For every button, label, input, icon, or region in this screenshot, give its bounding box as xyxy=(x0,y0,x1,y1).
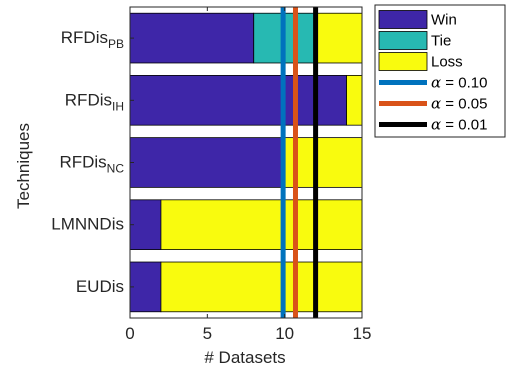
legend-label: Win xyxy=(431,12,457,29)
legend-label: Loss xyxy=(431,54,463,71)
reference-lines xyxy=(280,7,319,318)
legend: Win Tie Loss α = 0.10 α = 0.05 α = 0.01 xyxy=(374,4,506,138)
x-axis-title: # Datasets xyxy=(204,348,285,367)
legend-label: α = 0.10 xyxy=(431,74,487,92)
y-axis-title: Techniques xyxy=(14,123,33,209)
x-tick-label: 5 xyxy=(203,324,212,343)
bar-loss-rfdispb xyxy=(315,12,363,64)
bar-win-rfdisnc xyxy=(129,137,286,188)
category-label: EUDis xyxy=(76,277,124,296)
legend-label: Tie xyxy=(431,33,451,50)
category-labels: RFDisPB RFDisIH RFDisNC LMNNDis EUDis xyxy=(51,28,124,296)
legend-swatch-tie xyxy=(378,31,428,50)
bar-loss-rfdisih xyxy=(346,75,363,126)
legend-swatch-win xyxy=(378,10,428,29)
x-tick-label: 0 xyxy=(125,324,134,343)
category-label: RFDisNC xyxy=(59,153,124,176)
legend-swatch-loss xyxy=(378,52,428,71)
category-label: RFDisPB xyxy=(61,28,124,51)
bar-win-lmnndis xyxy=(129,199,162,250)
bar-win-rfdispb xyxy=(129,12,255,64)
x-tick-labels: 0 5 10 15 xyxy=(125,324,371,343)
legend-label: α = 0.01 xyxy=(431,116,487,134)
category-label: LMNNDis xyxy=(51,215,124,234)
x-tick-label: 15 xyxy=(353,324,372,343)
bar-loss-lmnndis xyxy=(160,199,363,250)
x-tick-label: 10 xyxy=(275,324,294,343)
bar-group xyxy=(129,12,363,313)
category-label: RFDisIH xyxy=(65,90,124,113)
legend-label: α = 0.05 xyxy=(431,95,487,113)
bar-loss-eudis xyxy=(160,261,363,313)
bar-win-eudis xyxy=(129,261,162,313)
axes xyxy=(129,6,363,319)
bar-win-rfdisih xyxy=(129,75,347,126)
